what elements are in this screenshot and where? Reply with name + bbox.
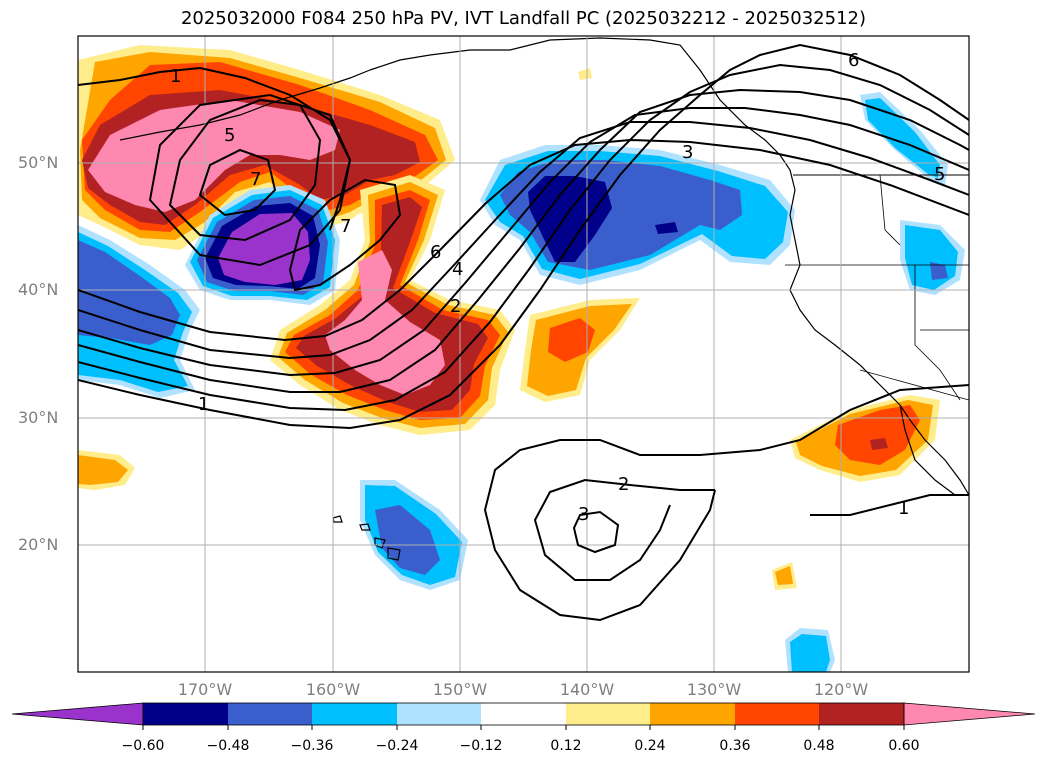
contour-label: 5	[224, 125, 235, 146]
lat-label-40n: 40°N	[18, 280, 59, 299]
lat-label-30n: 30°N	[18, 408, 59, 427]
contour-label: 3	[578, 504, 589, 525]
contour-label: 7	[250, 169, 261, 190]
colorbar-tick-label: −0.60	[121, 738, 165, 754]
colorbar-tick-label: 0.12	[550, 738, 582, 754]
lon-label-170w: 170°W	[177, 680, 233, 699]
pv-negative-ne-pacific	[480, 145, 795, 285]
colorbar-tick-label: −0.48	[206, 738, 250, 754]
lat-label-50n: 50°N	[18, 153, 59, 172]
lon-label-160w: 160°W	[305, 680, 361, 699]
colorbar-tick-label: 0.24	[634, 738, 666, 754]
lat-label-20n: 20°N	[18, 535, 59, 554]
contour-label: 1	[898, 498, 909, 519]
map-frame	[77, 35, 970, 673]
contour-label: 5	[934, 164, 945, 185]
pv-positive-nw-region	[78, 45, 455, 490]
contour-label: 2	[618, 474, 629, 495]
contour-label: 1	[198, 394, 209, 415]
colorbar	[11, 702, 1036, 730]
pv-negative-small	[360, 92, 965, 672]
lon-label-130w: 130°W	[686, 680, 742, 699]
contour-label: 3	[682, 142, 693, 163]
contour-labels: 1 5 7 7 6 4 2 3 6 5 1 2 3 1	[170, 50, 945, 525]
contour-label: 1	[170, 66, 181, 87]
pv-negative-cutoff	[185, 185, 340, 305]
colorbar-tick-label: −0.12	[459, 738, 503, 754]
lon-label-120w: 120°W	[813, 680, 869, 699]
colorbar-tick-label: −0.24	[375, 738, 419, 754]
contour-label: 6	[430, 242, 441, 263]
contour-label: 6	[848, 50, 859, 71]
colorbar-tick-label: 0.48	[803, 738, 835, 754]
contour-label: 4	[452, 259, 463, 280]
contour-label: 2	[450, 296, 461, 317]
map-title: 2025032000 F084 250 hPa PV, IVT Landfall…	[180, 8, 867, 29]
colorbar-tick-label: 0.36	[719, 738, 751, 754]
gridlines	[78, 36, 969, 672]
colorbar-tick-label: 0.60	[888, 738, 920, 754]
contour-label: 7	[340, 216, 351, 237]
coastlines	[119, 37, 969, 561]
pv-positive-small	[520, 68, 940, 590]
lon-label-140w: 140°W	[559, 680, 615, 699]
colorbar-tick-label: −0.36	[290, 738, 334, 754]
lon-label-150w: 150°W	[432, 680, 488, 699]
ivt-contours	[78, 43, 969, 622]
